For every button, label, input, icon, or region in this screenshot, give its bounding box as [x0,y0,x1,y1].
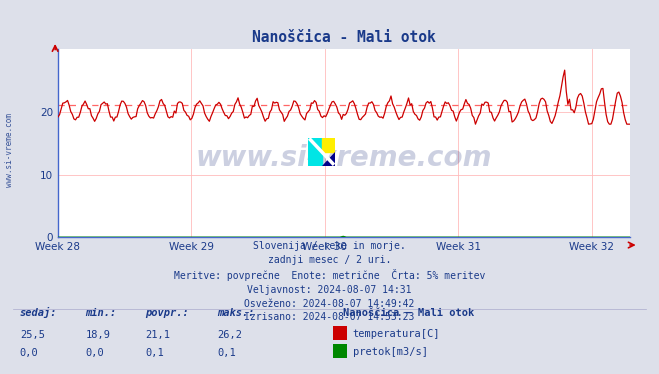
Polygon shape [322,152,335,166]
Polygon shape [308,138,322,166]
Text: 21,1: 21,1 [145,331,170,340]
Text: 0,1: 0,1 [217,348,236,358]
Text: povpr.:: povpr.: [145,308,188,318]
Text: 0,0: 0,0 [86,348,104,358]
Text: min.:: min.: [86,308,117,318]
Text: sedaj:: sedaj: [20,307,57,318]
Text: temperatura[C]: temperatura[C] [353,329,440,339]
Text: maks.:: maks.: [217,308,255,318]
Title: Nanoščica - Mali otok: Nanoščica - Mali otok [252,30,436,45]
Text: Nanoščica – Mali otok: Nanoščica – Mali otok [343,308,474,318]
Text: 0,1: 0,1 [145,348,163,358]
Text: 18,9: 18,9 [86,331,111,340]
Text: pretok[m3/s]: pretok[m3/s] [353,347,428,356]
Polygon shape [322,138,335,152]
Text: Slovenija / reke in morje.
zadnji mesec / 2 uri.
Meritve: povprečne  Enote: metr: Slovenija / reke in morje. zadnji mesec … [174,241,485,322]
Text: www.si-vreme.com: www.si-vreme.com [196,144,492,172]
Text: www.si-vreme.com: www.si-vreme.com [5,113,14,187]
Text: 26,2: 26,2 [217,331,243,340]
Text: 0,0: 0,0 [20,348,38,358]
Text: 25,5: 25,5 [20,331,45,340]
